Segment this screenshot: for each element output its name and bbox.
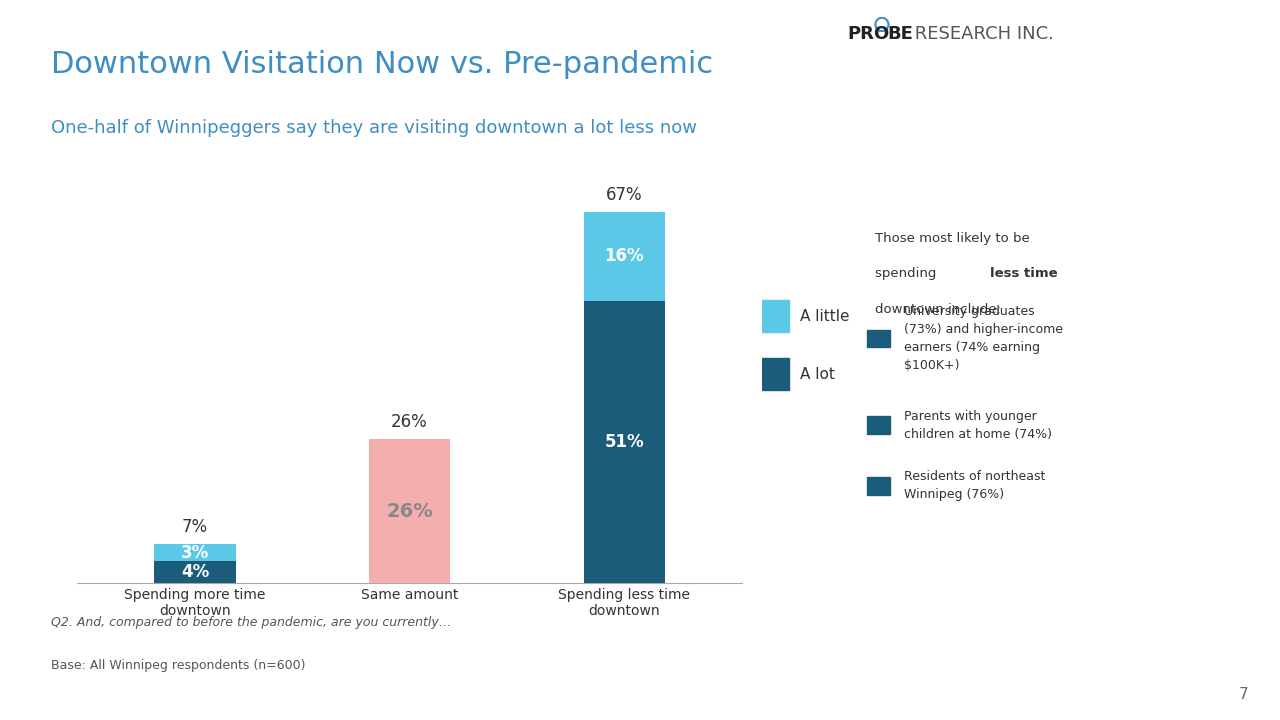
Bar <box>867 416 891 434</box>
Bar <box>762 358 790 390</box>
Text: 7%: 7% <box>182 518 207 536</box>
Bar <box>369 439 451 583</box>
Text: 16%: 16% <box>604 248 644 266</box>
Text: 26%: 26% <box>387 502 433 521</box>
Text: Parents with younger
children at home (74%): Parents with younger children at home (7… <box>904 410 1052 441</box>
Text: PR: PR <box>847 25 874 43</box>
Text: 51%: 51% <box>604 433 644 451</box>
Text: Those most likely to be: Those most likely to be <box>874 232 1029 245</box>
Text: 4%: 4% <box>180 563 209 581</box>
Text: 7: 7 <box>1238 687 1248 702</box>
Text: A little: A little <box>800 309 850 324</box>
Text: Residents of northeast
Winnipeg (76%): Residents of northeast Winnipeg (76%) <box>904 470 1046 501</box>
Bar <box>584 301 666 583</box>
Text: downtown include:: downtown include: <box>874 302 1001 315</box>
Text: less time: less time <box>989 267 1057 280</box>
Text: RESEARCH INC.: RESEARCH INC. <box>909 25 1053 43</box>
Text: 67%: 67% <box>605 186 643 204</box>
Text: O: O <box>873 25 888 43</box>
Bar <box>867 330 891 347</box>
Text: Q2. And, compared to before the pandemic, are you currently…: Q2. And, compared to before the pandemic… <box>51 616 452 629</box>
Text: Downtown Visitation Now vs. Pre-pandemic: Downtown Visitation Now vs. Pre-pandemic <box>51 50 713 79</box>
Bar <box>867 477 891 495</box>
Text: BE: BE <box>887 25 913 43</box>
Text: University graduates
(73%) and higher-income
earners (74% earning
$100K+): University graduates (73%) and higher-in… <box>904 305 1062 372</box>
Bar <box>762 300 790 332</box>
Text: 3%: 3% <box>180 544 209 562</box>
Bar <box>154 544 236 561</box>
Text: One-half of Winnipeggers say they are visiting downtown a lot less now: One-half of Winnipeggers say they are vi… <box>51 119 698 137</box>
Text: spending: spending <box>874 267 941 280</box>
Text: Base: All Winnipeg respondents (n=600): Base: All Winnipeg respondents (n=600) <box>51 659 306 672</box>
Text: 26%: 26% <box>392 413 428 431</box>
Text: A lot: A lot <box>800 367 835 382</box>
Bar <box>584 212 666 301</box>
Bar <box>154 561 236 583</box>
